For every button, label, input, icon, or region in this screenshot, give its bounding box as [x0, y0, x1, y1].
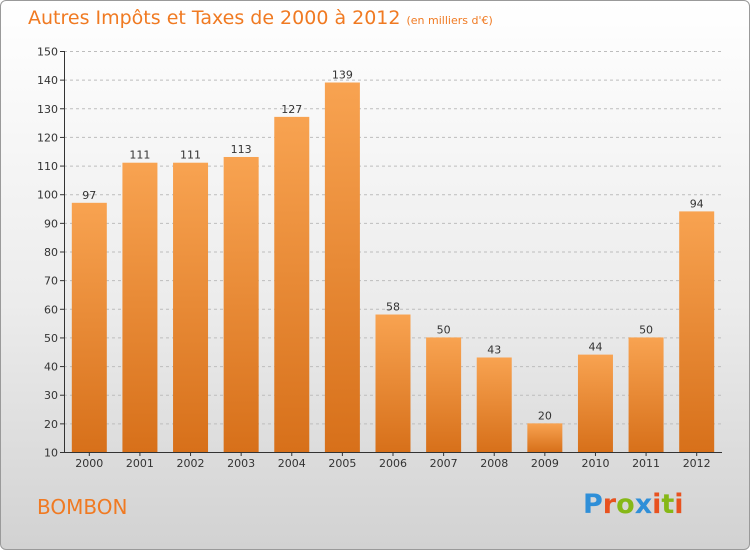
bar — [628, 337, 664, 452]
bar-value-label: 113 — [231, 143, 252, 156]
bar-value-label: 97 — [82, 189, 96, 202]
y-tick-label: 110 — [37, 160, 58, 173]
bar-value-label: 111 — [180, 149, 201, 162]
y-tick-label: 140 — [37, 74, 58, 87]
chart-title: Autres Impôts et Taxes de 2000 à 2012 (en… — [28, 7, 493, 29]
bar-value-label: 44 — [588, 341, 602, 354]
bar — [223, 156, 259, 452]
x-tick-label: 2000 — [75, 457, 103, 470]
bar-value-label: 20 — [538, 409, 552, 422]
bar — [71, 202, 107, 452]
chart-unit: (en milliers d'€) — [406, 14, 493, 27]
bar-value-label: 127 — [281, 103, 302, 116]
x-tick-label: 2009 — [531, 457, 559, 470]
logo-letter: i — [652, 489, 662, 520]
y-tick-label: 90 — [44, 217, 58, 230]
y-tick-label: 80 — [44, 246, 58, 259]
logo-letter: t — [661, 489, 675, 520]
bar — [679, 211, 715, 452]
y-tick-label: 60 — [44, 303, 58, 316]
y-tick-label: 120 — [37, 131, 58, 144]
x-tick-label: 2006 — [379, 457, 407, 470]
bars — [71, 82, 715, 452]
y-tick-label: 50 — [44, 332, 58, 345]
logo-letter: i — [674, 489, 684, 520]
x-tick-label: 2012 — [683, 457, 711, 470]
bar-value-label: 50 — [639, 323, 653, 336]
bar — [122, 162, 158, 452]
logo-letter: o — [616, 489, 635, 520]
x-tick-label: 2011 — [632, 457, 660, 470]
x-tick-label: 2008 — [480, 457, 508, 470]
commune-name: BOMBON — [37, 495, 128, 519]
bar — [274, 116, 310, 452]
bar-value-label: 58 — [386, 301, 400, 314]
bar-value-label: 139 — [332, 69, 353, 82]
x-tick-label: 2005 — [328, 457, 356, 470]
y-tick-label: 20 — [44, 418, 58, 431]
y-tick-label: 130 — [37, 103, 58, 116]
y-tick-label: 70 — [44, 275, 58, 288]
y-tick-label: 10 — [44, 447, 58, 460]
y-tick-label: 100 — [37, 189, 58, 202]
bar — [476, 357, 512, 452]
x-tick-label: 2010 — [581, 457, 609, 470]
y-tick-label: 40 — [44, 361, 58, 374]
bar — [324, 82, 360, 452]
bar — [173, 162, 209, 452]
bar-value-label: 94 — [690, 197, 704, 210]
y-tick-label: 30 — [44, 389, 58, 402]
x-tick-label: 2001 — [126, 457, 154, 470]
x-tick-label: 2003 — [227, 457, 255, 470]
x-tick-label: 2002 — [177, 457, 205, 470]
bar — [426, 337, 462, 452]
chart-title-text: Autres Impôts et Taxes de 2000 à 2012 — [28, 7, 401, 29]
logo-letter: r — [602, 489, 617, 520]
bar — [527, 423, 563, 452]
bar-value-label: 43 — [487, 343, 501, 356]
logo-letter: x — [634, 489, 653, 520]
x-tick-label: 2007 — [430, 457, 458, 470]
axes — [60, 51, 722, 456]
logo-letter: P — [583, 489, 603, 520]
labels: 10 20 30 40 50 60 70 80 90 100 110 120 130 140 150 97 20… — [37, 46, 711, 471]
proxiti-logo: Proxiti — [583, 489, 684, 520]
bar-value-label: 50 — [437, 323, 451, 336]
bar-value-label: 111 — [129, 149, 150, 162]
x-tick-label: 2004 — [278, 457, 306, 470]
bar — [375, 314, 411, 452]
y-tick-label: 150 — [37, 46, 58, 59]
bar — [577, 354, 613, 452]
